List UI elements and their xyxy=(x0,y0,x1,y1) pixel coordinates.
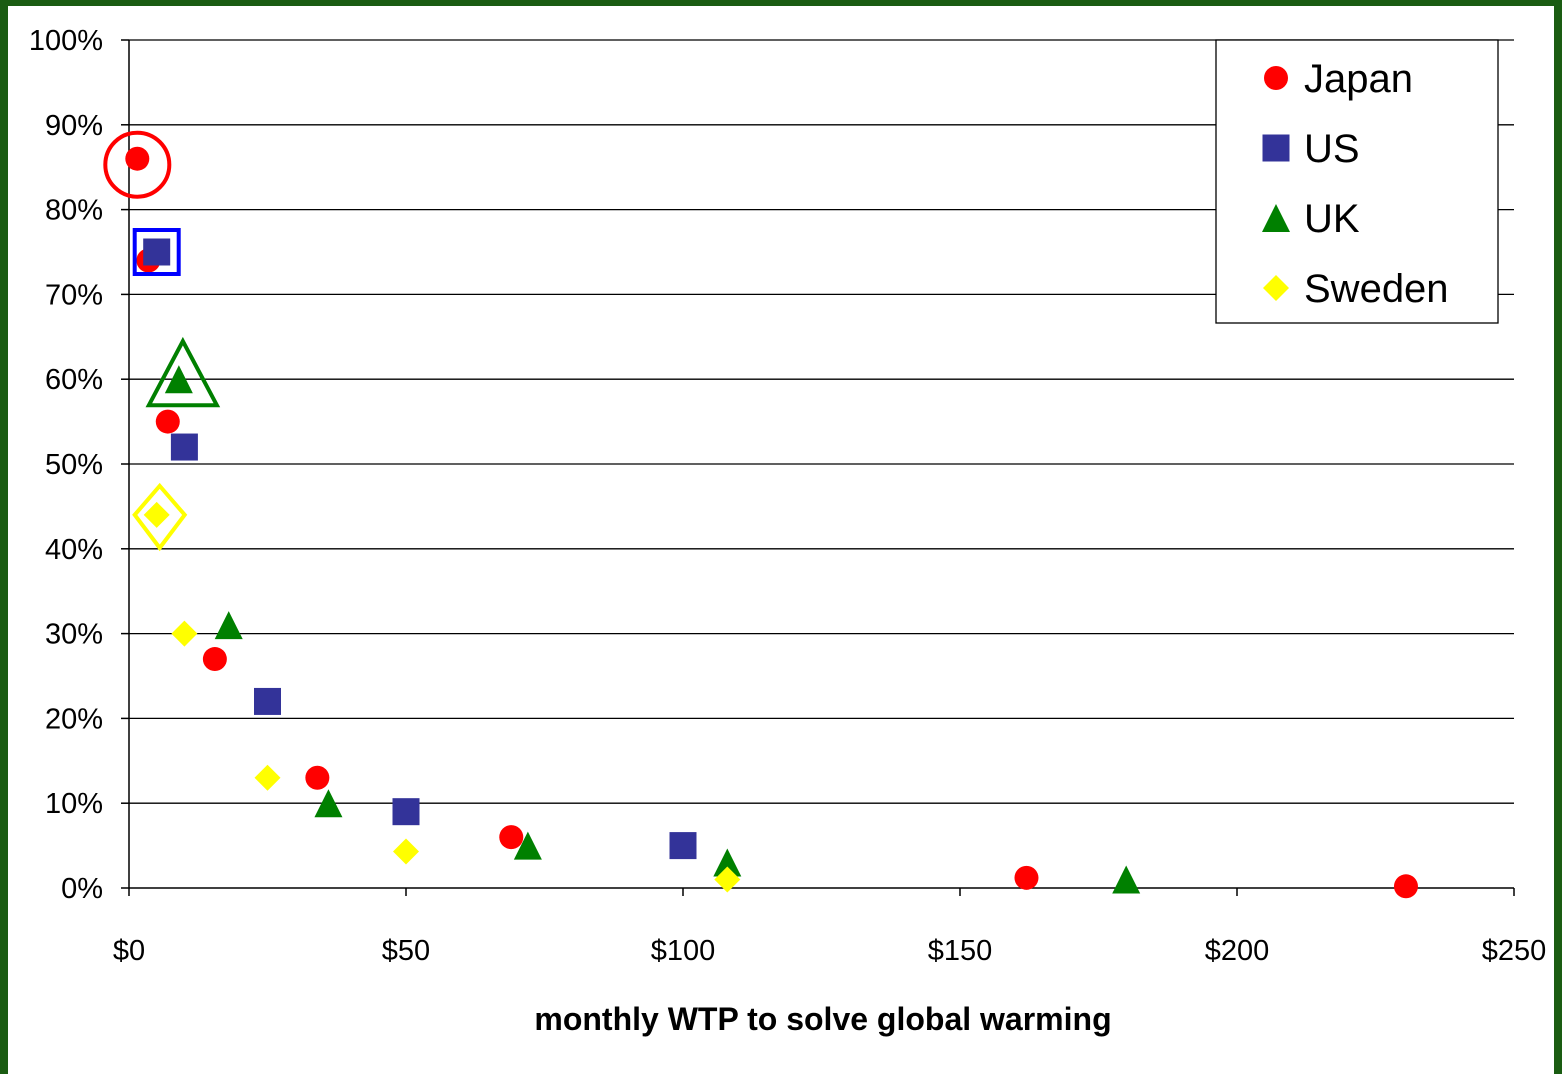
y-tick-label: 70% xyxy=(45,279,103,311)
y-tick-label: 50% xyxy=(45,449,103,481)
uk-point xyxy=(215,611,243,639)
x-tick-label: $100 xyxy=(651,935,716,967)
us-point xyxy=(143,239,170,266)
highlight-outlines xyxy=(105,133,217,548)
japan-point xyxy=(1014,866,1038,890)
japan-point xyxy=(125,147,149,171)
y-tick-label: 100% xyxy=(29,25,103,57)
sweden-point xyxy=(255,765,281,791)
legend-us-marker xyxy=(1263,135,1290,162)
sweden-point xyxy=(144,502,170,528)
x-axis-title: monthly WTP to solve global warming xyxy=(534,1001,1111,1037)
japan-point xyxy=(1394,874,1418,898)
japan-point xyxy=(305,766,329,790)
legend-japan-marker xyxy=(1264,66,1288,90)
y-tick-label: 0% xyxy=(61,873,103,905)
y-tick-label: 20% xyxy=(45,703,103,735)
y-tick-label: 80% xyxy=(45,195,103,227)
japan-point xyxy=(499,825,523,849)
y-tick-label: 40% xyxy=(45,534,103,566)
x-tick-label: $50 xyxy=(382,935,430,967)
chart-frame: 0% 10% 20% 30% 40% 50% 60% 70% 80% 90% 100% $0 $50 $1… xyxy=(8,6,1554,1074)
y-tick-label: 90% xyxy=(45,110,103,142)
legend-uk-label: UK xyxy=(1304,197,1360,241)
legend-us-label: US xyxy=(1304,127,1360,171)
sweden-point xyxy=(393,839,419,865)
y-tick-label: 60% xyxy=(45,364,103,396)
y-tick-label: 30% xyxy=(45,619,103,651)
legend-japan-label: Japan xyxy=(1304,57,1413,101)
scatter-chart: 0% 10% 20% 30% 40% 50% 60% 70% 80% 90% 100% $0 $50 $1… xyxy=(8,6,1554,1074)
x-tick-label: $200 xyxy=(1205,935,1270,967)
us-point xyxy=(393,798,420,825)
y-tick-label: 10% xyxy=(45,788,103,820)
japan-point xyxy=(203,647,227,671)
us-point xyxy=(670,832,697,859)
japan-point xyxy=(156,410,180,434)
x-tick-label: $250 xyxy=(1482,935,1547,967)
sweden-point xyxy=(171,621,197,647)
uk-point xyxy=(1112,866,1140,894)
us-point xyxy=(171,434,198,461)
legend-sweden-label: Sweden xyxy=(1304,267,1449,311)
us-point xyxy=(254,688,281,715)
legend: Japan US UK Sweden xyxy=(1216,40,1498,323)
x-tick-label: $150 xyxy=(928,935,993,967)
x-tick-label: $0 xyxy=(113,935,145,967)
